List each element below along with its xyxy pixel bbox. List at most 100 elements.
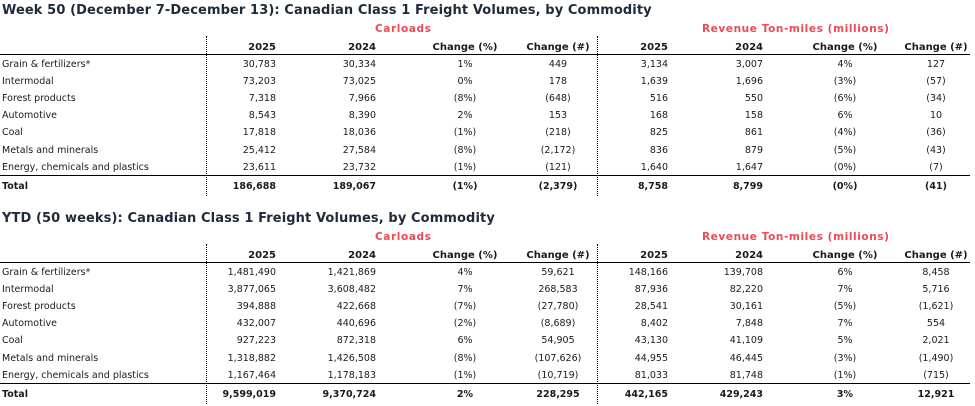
cell-carloads-2024: 30,334 (342, 59, 376, 70)
cell-carloads-change-num: (218) (545, 127, 571, 139)
cell-carloads-change-pct: (8%) (453, 144, 477, 156)
cell-rtm-2025: 148,166 (628, 267, 668, 278)
cell-rtm-change-pct: (0%) (833, 161, 857, 173)
total-label: Total (2, 388, 28, 400)
cell-rtm-2025: 8,402 (640, 318, 668, 330)
total-rtm-2025: 8,758 (637, 180, 668, 192)
revenue-ton-miles-group-label: Revenue Ton-miles (millions) (702, 23, 890, 35)
commodity-label: Intermodal (2, 284, 54, 296)
cell-rtm-2025: 1,640 (640, 161, 668, 173)
carloads-group-label: Carloads (375, 23, 432, 35)
table-row: Metals and minerals 1,318,882 1,426,508 (8%… (0, 351, 970, 368)
table-row: Energy, chemicals and plastics 1,167,464 1… (0, 368, 970, 385)
column-header-row: 2025 2024 Change (%) Change (#) 2025 2024 Chan… (0, 248, 970, 263)
cell-carloads-change-num: 178 (548, 76, 568, 88)
table-row: Automotive 8,543 8,390 2% 153 168 158 6% 10 (0, 108, 970, 125)
cell-rtm-change-num: (715) (923, 369, 949, 381)
cell-rtm-change-num: 10 (929, 110, 943, 122)
cell-carloads-2025: 25,412 (242, 144, 276, 156)
column-header-rtm-2025: 2025 (640, 250, 668, 261)
column-header-rtm-2025: 2025 (640, 42, 668, 53)
cell-rtm-change-num: 127 (926, 59, 946, 70)
cell-carloads-change-pct: (7%) (453, 301, 477, 313)
cell-rtm-change-num: 554 (926, 318, 946, 330)
cell-rtm-2024: 1,696 (735, 76, 763, 88)
total-rtm-change-num: (41) (925, 180, 947, 192)
column-header-carloads-change-num: Change (#) (526, 42, 590, 53)
cell-rtm-2025: 28,541 (634, 301, 668, 313)
cell-carloads-2024: 23,732 (342, 161, 376, 173)
cell-carloads-change-pct: (1%) (453, 369, 477, 381)
header-rule (0, 262, 970, 263)
cell-rtm-2025: 836 (649, 144, 668, 156)
dotted-separator-left (206, 36, 207, 196)
cell-carloads-2024: 18,036 (342, 127, 376, 139)
total-carloads-change-num: (2,379) (538, 180, 578, 192)
cell-carloads-change-num: 54,905 (541, 335, 575, 347)
commodity-label: Forest products (2, 301, 76, 313)
cell-rtm-change-pct: (6%) (833, 93, 857, 105)
total-carloads-2025: 9,599,019 (222, 388, 277, 400)
revenue-ton-miles-group-label: Revenue Ton-miles (millions) (702, 231, 890, 243)
cell-rtm-2024: 30,161 (729, 301, 763, 313)
cell-carloads-2024: 422,668 (336, 301, 376, 313)
cell-rtm-change-pct: (5%) (833, 144, 857, 156)
cell-rtm-2025: 81,033 (634, 369, 668, 381)
cell-carloads-change-num: 59,621 (541, 267, 575, 278)
cell-carloads-change-pct: 4% (457, 267, 473, 278)
total-carloads-change-num: 228,295 (536, 388, 580, 400)
cell-carloads-2025: 3,877,065 (227, 284, 276, 296)
cell-rtm-2025: 87,936 (634, 284, 668, 296)
cell-carloads-2025: 73,203 (242, 76, 276, 88)
cell-carloads-change-pct: (8%) (453, 93, 477, 105)
cell-rtm-change-num: 5,716 (922, 284, 950, 296)
cell-rtm-2024: 1,647 (735, 161, 763, 173)
total-label: Total (2, 180, 28, 192)
table-title: YTD (50 weeks): Canadian Class 1 Freight… (2, 211, 495, 226)
carloads-group-label: Carloads (375, 231, 432, 243)
total-carloads-change-pct: 2% (456, 388, 474, 400)
cell-rtm-2025: 168 (649, 110, 668, 122)
cell-carloads-change-num: (648) (545, 93, 571, 105)
cell-carloads-2024: 1,178,183 (327, 369, 376, 381)
table-row: Intermodal 73,203 73,025 0% 178 1,639 1,696 (3%… (0, 74, 970, 91)
cell-rtm-2024: 46,445 (729, 352, 763, 364)
commodity-label: Energy, chemicals and plastics (2, 369, 149, 381)
total-rule (0, 175, 970, 176)
column-header-carloads-2024: 2024 (348, 250, 376, 261)
cell-rtm-change-pct: (5%) (833, 301, 857, 313)
cell-rtm-2024: 158 (744, 110, 763, 122)
cell-rtm-2024: 139,708 (723, 267, 763, 278)
column-header-row: 2025 2024 Change (%) Change (#) 2025 2024 Chan… (0, 40, 970, 55)
commodity-label: Coal (2, 335, 23, 347)
cell-carloads-change-pct: (1%) (453, 161, 477, 173)
cell-rtm-change-num: 2,021 (922, 335, 950, 347)
cell-rtm-change-num: (36) (926, 127, 946, 139)
column-header-rtm-2024: 2024 (735, 250, 763, 261)
cell-rtm-change-pct: 6% (837, 267, 853, 278)
column-header-carloads-2025: 2025 (248, 250, 276, 261)
table-title: Week 50 (December 7-December 13): Canadi… (2, 3, 652, 18)
cell-carloads-2025: 23,611 (242, 161, 276, 173)
cell-rtm-change-pct: 5% (837, 335, 853, 347)
cell-rtm-change-num: (1,621) (918, 301, 954, 313)
total-rule (0, 383, 970, 384)
cell-carloads-2025: 7,318 (248, 93, 276, 105)
total-rtm-2024: 8,799 (732, 180, 763, 192)
cell-rtm-change-pct: (3%) (833, 352, 857, 364)
cell-carloads-change-pct: 1% (457, 59, 473, 70)
table-row: Grain & fertilizers* 30,783 30,334 1% 449 3,1… (0, 57, 970, 74)
cell-rtm-change-pct: (4%) (833, 127, 857, 139)
total-carloads-2024: 189,067 (332, 180, 376, 192)
table-row: Coal 17,818 18,036 (1%) (218) 825 861 (4%) (36) (0, 125, 970, 142)
commodity-label: Automotive (2, 318, 57, 330)
total-row: Total 186,688 189,067 (1%) (2,379) 8,758 8,799… (0, 179, 970, 196)
cell-rtm-2025: 3,134 (640, 59, 668, 70)
column-header-rtm-change-num: Change (#) (904, 250, 968, 261)
cell-carloads-change-pct: (8%) (453, 352, 477, 364)
column-header-rtm-2024: 2024 (735, 42, 763, 53)
commodity-label: Metals and minerals (2, 144, 99, 156)
column-header-rtm-change-pct: Change (%) (812, 250, 878, 261)
cell-carloads-2024: 872,318 (336, 335, 376, 347)
cell-carloads-2024: 1,426,508 (327, 352, 376, 364)
